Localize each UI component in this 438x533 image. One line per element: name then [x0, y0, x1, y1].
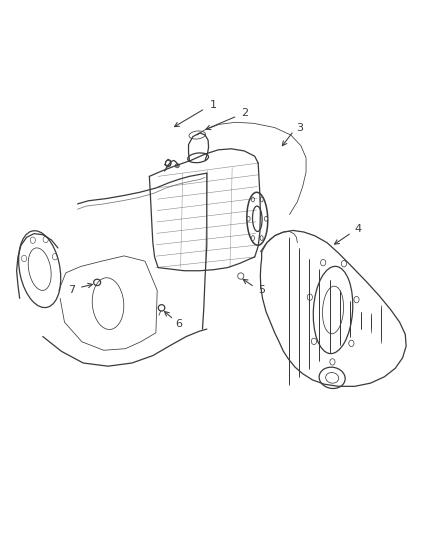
Text: 1: 1: [210, 100, 217, 110]
Ellipse shape: [311, 338, 317, 344]
Ellipse shape: [260, 236, 263, 240]
Text: 4: 4: [355, 224, 362, 235]
Text: 6: 6: [176, 319, 183, 329]
Text: 2: 2: [241, 108, 249, 118]
Ellipse shape: [330, 359, 335, 365]
Ellipse shape: [251, 197, 254, 202]
Text: 7: 7: [68, 285, 75, 295]
Text: 3: 3: [296, 123, 303, 133]
Ellipse shape: [265, 216, 268, 221]
Ellipse shape: [354, 296, 359, 303]
Text: 5: 5: [258, 285, 265, 295]
Ellipse shape: [175, 164, 180, 168]
Ellipse shape: [247, 216, 250, 221]
Ellipse shape: [251, 236, 254, 240]
Ellipse shape: [260, 197, 263, 202]
Ellipse shape: [321, 260, 326, 266]
Ellipse shape: [307, 294, 312, 301]
Ellipse shape: [341, 261, 346, 267]
Ellipse shape: [349, 340, 354, 346]
